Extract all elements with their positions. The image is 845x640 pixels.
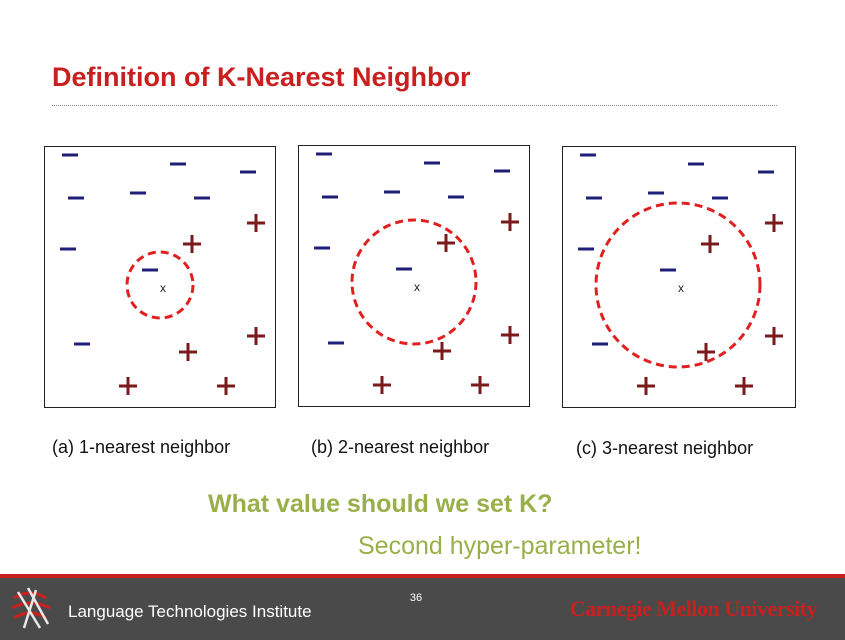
knn-panel-2: x <box>298 145 530 407</box>
positive-point <box>765 327 783 345</box>
institute-name: Language Technologies Institute <box>68 602 312 621</box>
panel-3-caption: (c) 3-nearest neighbor <box>576 438 754 458</box>
panel-2-caption: (b) 2-nearest neighbor <box>311 437 490 457</box>
neighborhood-circle <box>594 201 762 369</box>
query-point-label: x <box>414 280 420 294</box>
footer-bar: Language Technologies Institute 36 Carne… <box>0 578 845 640</box>
title-divider <box>52 105 777 106</box>
panel-1-caption: (a) 1-nearest neighbor <box>52 437 231 457</box>
knn-panel-3: x <box>562 146 796 408</box>
panel-frame <box>562 146 796 408</box>
neighborhood-circle <box>350 218 478 346</box>
positive-point <box>735 377 753 395</box>
positive-point <box>637 377 655 395</box>
footer-divider <box>0 574 845 578</box>
positive-point <box>471 376 489 394</box>
positive-point <box>183 235 201 253</box>
positive-point <box>501 213 519 231</box>
university-name: Carnegie Mellon University <box>569 596 818 621</box>
positive-point <box>217 377 235 395</box>
lti-logo-icon <box>11 587 51 629</box>
positive-point <box>247 327 265 345</box>
positive-point <box>373 376 391 394</box>
positive-point <box>437 234 455 252</box>
hyperparameter-note: Second hyper-parameter! <box>358 532 642 560</box>
positive-point <box>179 343 197 361</box>
k-question: What value should we set K? <box>208 490 553 518</box>
positive-point <box>701 235 719 253</box>
positive-point <box>697 343 715 361</box>
panel-frame <box>298 145 530 407</box>
page-number: 36 <box>409 592 423 604</box>
query-point-label: x <box>160 281 166 295</box>
panel-frame <box>44 146 276 408</box>
knn-panel-1: x <box>44 146 276 408</box>
positive-point <box>501 326 519 344</box>
positive-point <box>119 377 137 395</box>
positive-point <box>433 342 451 360</box>
slide-title: Definition of K-Nearest Neighbor <box>52 62 471 92</box>
neighborhood-circle <box>125 250 195 320</box>
query-point-label: x <box>678 281 684 295</box>
positive-point <box>247 214 265 232</box>
positive-point <box>765 214 783 232</box>
